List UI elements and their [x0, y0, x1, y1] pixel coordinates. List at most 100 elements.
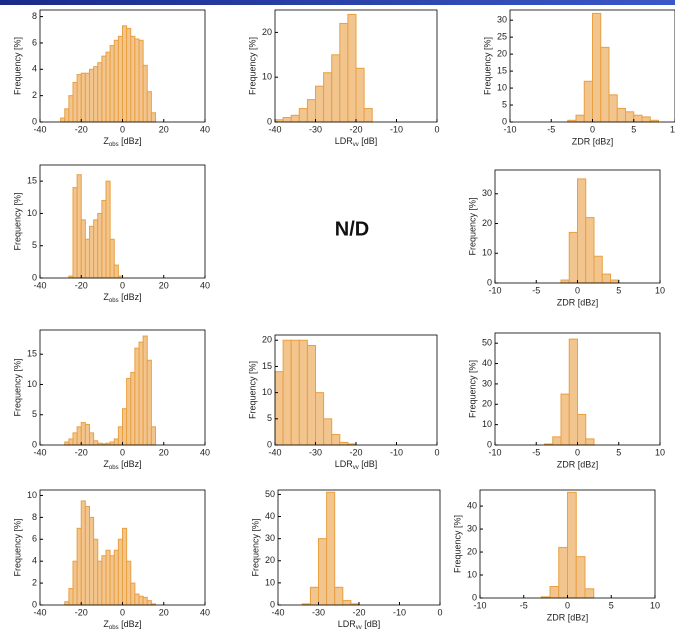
histogram-bar [592, 12, 602, 123]
y-axis-label: Frequency [%] [12, 518, 22, 576]
y-tick-label: 10 [27, 379, 37, 389]
histogram-bar [89, 516, 95, 606]
histogram-bar [134, 38, 140, 123]
y-tick-label: 5 [32, 409, 37, 419]
y-tick-label: 10 [265, 577, 275, 587]
histogram-bar [109, 555, 115, 606]
x-tick-label: 0 [437, 607, 442, 617]
histogram-bar [146, 600, 152, 606]
histogram-bar [560, 279, 570, 284]
x-axis-label-part: Z [103, 619, 109, 629]
y-tick-label: 10 [262, 72, 272, 82]
x-axis-label-part: LDR [338, 619, 357, 629]
y-tick-label: 10 [27, 208, 37, 218]
x-tick-label: 0 [565, 600, 570, 610]
histogram-bar [117, 426, 123, 446]
histogram-bar [610, 279, 620, 284]
histogram-bar [80, 500, 86, 606]
histogram-bar [146, 359, 152, 446]
x-tick-label: 0 [434, 447, 439, 457]
x-axis-label-part: obs [109, 298, 119, 304]
histogram-bar [126, 377, 132, 446]
x-tick-label: -5 [520, 600, 528, 610]
y-tick-label: 0 [472, 592, 477, 602]
y-tick-label: 20 [482, 218, 492, 228]
histogram-bar [68, 438, 74, 446]
histogram-bar [122, 408, 128, 446]
x-tick-label: 10 [650, 600, 660, 610]
histogram-bar [84, 238, 90, 279]
histogram-bar [109, 441, 115, 446]
x-tick-label: -20 [75, 607, 88, 617]
histogram-bar [101, 555, 107, 606]
histogram-bar [641, 116, 651, 123]
x-tick-label: -20 [349, 447, 362, 457]
x-tick-label: -5 [547, 124, 555, 134]
histogram-bar [282, 117, 292, 123]
histogram-bar [608, 94, 618, 123]
histogram-bar [331, 54, 341, 123]
histogram-bar [76, 527, 82, 606]
histogram-bar [583, 80, 593, 123]
histogram-bar [315, 392, 325, 446]
x-axis-label-part: Z [103, 459, 109, 469]
x-tick-label: 40 [200, 280, 210, 290]
histogram-bar [306, 344, 316, 446]
x-axis-label-part: obs [109, 625, 119, 631]
x-tick-label: 0 [575, 285, 580, 295]
x-axis-label: ZDR [dBz] [572, 136, 614, 146]
x-tick-label: -10 [488, 285, 501, 295]
histogram-bar [339, 22, 349, 123]
y-tick-label: 15 [27, 176, 37, 186]
histogram-bar [342, 600, 352, 606]
histogram-bar [109, 45, 115, 123]
y-tick-label: 20 [262, 335, 272, 345]
y-tick-label: 6 [32, 37, 37, 47]
histogram-bar [298, 108, 308, 123]
x-tick-label: 0 [120, 124, 125, 134]
y-tick-label: 30 [497, 15, 507, 25]
histogram-bar [142, 335, 148, 446]
x-tick-label: 40 [200, 447, 210, 457]
y-axis-label: Frequency [%] [482, 37, 492, 95]
histogram-bar [309, 586, 319, 606]
y-tick-label: 0 [502, 116, 507, 126]
y-tick-label: 5 [32, 240, 37, 250]
y-tick-label: 15 [262, 361, 272, 371]
histogram-bar [331, 434, 341, 446]
histogram-bar [150, 426, 156, 446]
x-tick-label: 10 [655, 447, 665, 457]
histogram-bar [64, 601, 70, 606]
histogram-bar [347, 13, 357, 123]
histogram-bar [134, 593, 140, 606]
histogram-bar [577, 413, 587, 446]
x-axis-label-part: [dB] [362, 619, 381, 629]
y-tick-label: 4 [32, 556, 37, 566]
histogram-bar [625, 111, 635, 123]
histogram-bar [76, 426, 82, 446]
histogram-bar [72, 432, 78, 446]
histogram-bar [80, 219, 86, 279]
y-tick-label: 10 [467, 569, 477, 579]
histogram-bar [105, 549, 111, 606]
histogram-bar [585, 217, 595, 284]
histogram-bar [616, 107, 626, 123]
y-tick-label: 30 [482, 188, 492, 198]
histogram-bar [130, 582, 136, 606]
x-axis-label: ZDR [dBz] [557, 297, 599, 307]
y-tick-label: 0 [32, 116, 37, 126]
histogram-bar [80, 72, 86, 123]
histogram-bar [585, 438, 595, 446]
x-tick-label: 20 [159, 447, 169, 457]
histogram-bar [601, 273, 611, 284]
y-tick-label: 10 [27, 490, 37, 500]
x-tick-label: -40 [271, 607, 284, 617]
y-tick-label: 25 [497, 32, 507, 42]
histogram-bar [68, 95, 74, 123]
x-axis-label-part: LDR [335, 136, 354, 146]
x-tick-label: -40 [268, 124, 281, 134]
histogram-bar [126, 27, 132, 123]
histogram-bar [575, 114, 585, 123]
x-axis-label: Zobs [dBz] [103, 292, 141, 303]
